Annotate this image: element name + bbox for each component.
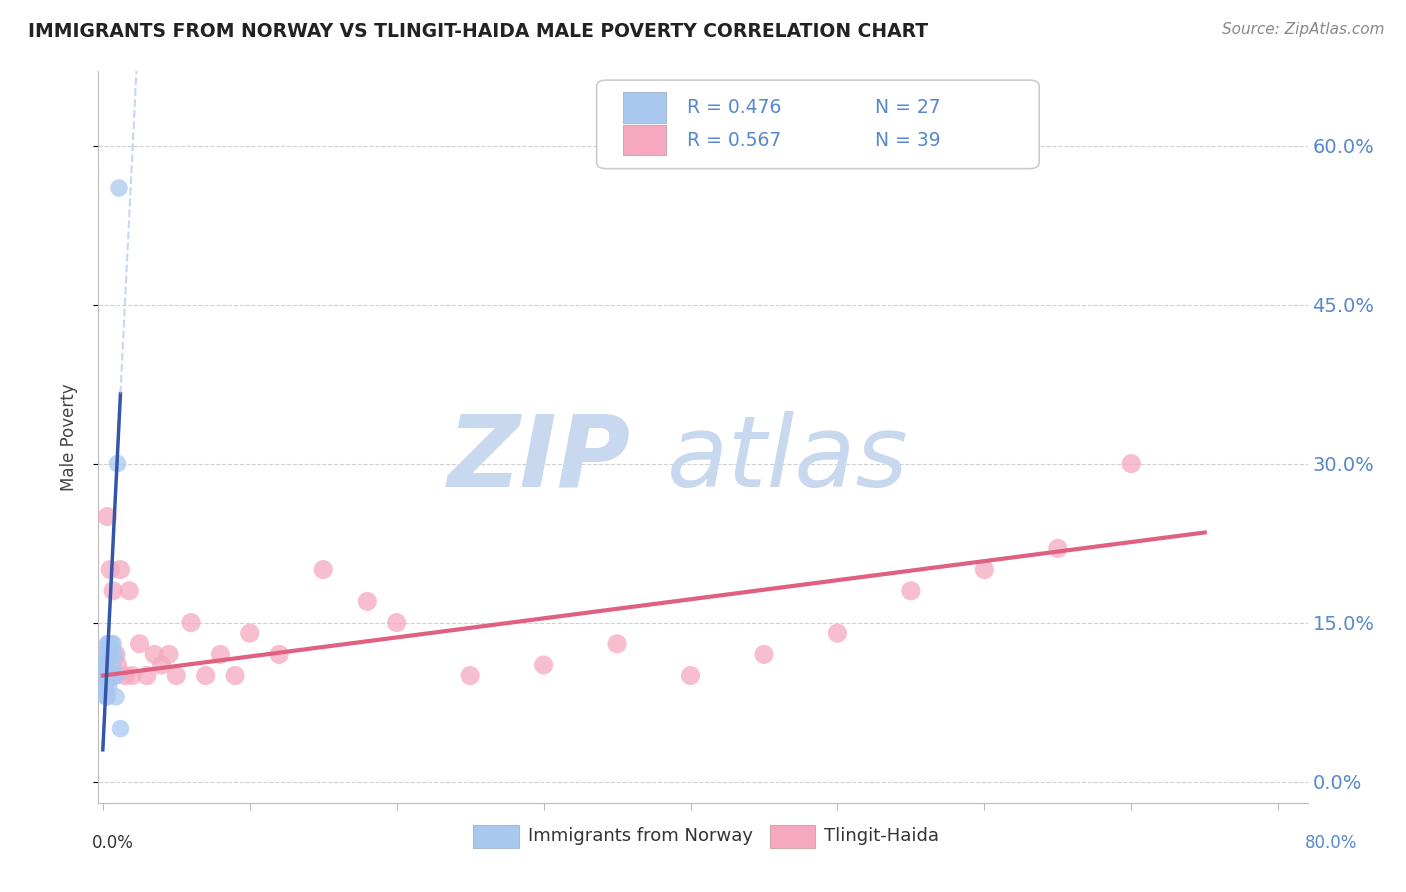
Point: [224, 668, 246, 682]
Point: [97, 637, 120, 651]
Text: Tlingit-Haida: Tlingit-Haida: [824, 828, 939, 846]
Text: atlas: atlas: [666, 410, 908, 508]
Point: [194, 668, 217, 682]
Text: N = 27: N = 27: [875, 98, 941, 117]
Point: [105, 648, 128, 662]
Point: [1046, 541, 1069, 556]
Point: [101, 637, 124, 651]
Point: [121, 668, 143, 682]
Text: ZIP: ZIP: [447, 410, 630, 508]
Point: [96, 509, 118, 524]
Point: [98, 668, 121, 682]
Point: [180, 615, 202, 630]
Point: [165, 668, 187, 682]
Y-axis label: Male Poverty: Male Poverty: [59, 384, 77, 491]
Point: [312, 563, 335, 577]
Point: [97, 648, 120, 662]
Point: [96, 668, 118, 682]
Point: [94, 690, 117, 704]
Point: [114, 668, 136, 682]
Point: [97, 679, 120, 693]
Point: [103, 648, 125, 662]
Point: [94, 658, 117, 673]
Point: [94, 648, 117, 662]
Point: [98, 648, 121, 662]
Point: [97, 668, 120, 682]
Point: [100, 668, 122, 682]
FancyBboxPatch shape: [623, 92, 665, 122]
Point: [209, 648, 232, 662]
Point: [108, 181, 131, 195]
Point: [96, 690, 118, 704]
Point: [98, 563, 121, 577]
Point: [606, 637, 628, 651]
Text: 80.0%: 80.0%: [1305, 834, 1357, 852]
Point: [827, 626, 849, 640]
Text: R = 0.476: R = 0.476: [688, 98, 782, 117]
Text: IMMIGRANTS FROM NORWAY VS TLINGIT-HAIDA MALE POVERTY CORRELATION CHART: IMMIGRANTS FROM NORWAY VS TLINGIT-HAIDA …: [28, 22, 928, 41]
FancyBboxPatch shape: [596, 80, 1039, 169]
Text: N = 39: N = 39: [875, 130, 941, 150]
FancyBboxPatch shape: [474, 825, 519, 848]
Text: Immigrants from Norway: Immigrants from Norway: [527, 828, 752, 846]
Point: [135, 668, 157, 682]
Point: [157, 648, 180, 662]
Point: [93, 668, 115, 682]
Point: [97, 668, 120, 682]
Point: [100, 637, 122, 651]
Point: [96, 658, 118, 673]
Point: [96, 637, 118, 651]
Point: [150, 658, 173, 673]
Point: [103, 668, 125, 682]
Point: [93, 679, 115, 693]
Point: [94, 648, 117, 662]
Point: [107, 658, 129, 673]
Point: [93, 658, 115, 673]
Point: [105, 668, 128, 682]
Point: [110, 722, 132, 736]
Point: [679, 668, 702, 682]
Text: R = 0.567: R = 0.567: [688, 130, 782, 150]
Point: [900, 583, 922, 598]
Point: [128, 637, 150, 651]
Point: [533, 658, 555, 673]
Point: [94, 679, 117, 693]
Point: [101, 583, 124, 598]
FancyBboxPatch shape: [769, 825, 815, 848]
Text: Source: ZipAtlas.com: Source: ZipAtlas.com: [1222, 22, 1385, 37]
Point: [143, 648, 166, 662]
Point: [107, 457, 129, 471]
FancyBboxPatch shape: [623, 125, 665, 155]
Point: [110, 563, 132, 577]
Point: [269, 648, 291, 662]
Point: [118, 583, 141, 598]
Point: [93, 668, 115, 682]
Point: [973, 563, 995, 577]
Point: [458, 668, 481, 682]
Point: [105, 690, 128, 704]
Text: 0.0%: 0.0%: [91, 834, 134, 852]
Point: [752, 648, 775, 662]
Point: [356, 594, 378, 608]
Point: [385, 615, 408, 630]
Point: [239, 626, 262, 640]
Point: [1121, 457, 1143, 471]
Point: [101, 658, 124, 673]
Point: [100, 668, 122, 682]
